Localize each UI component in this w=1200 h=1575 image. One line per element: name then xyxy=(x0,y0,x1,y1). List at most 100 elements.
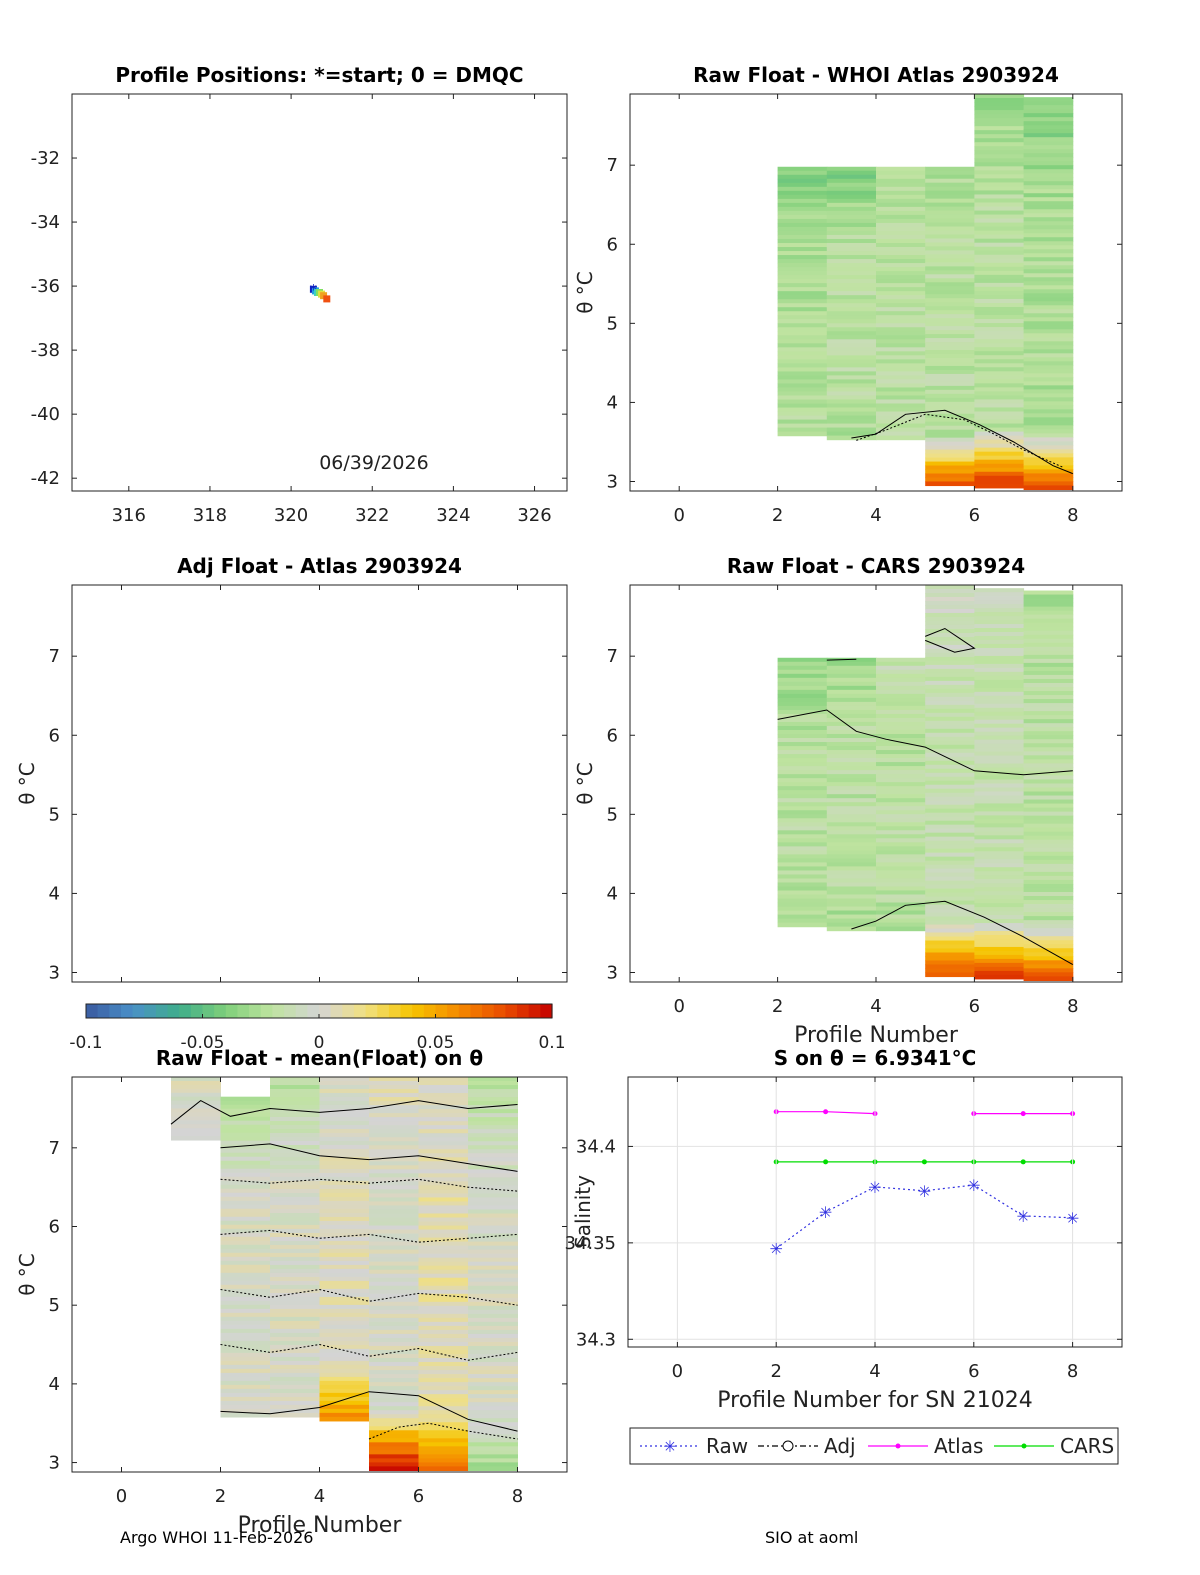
raw-cars-cell xyxy=(1023,924,1074,929)
raw-whoi-cell xyxy=(974,270,1025,276)
raw-cars-cell xyxy=(1023,839,1074,845)
raw-mean-cell xyxy=(369,1097,419,1102)
raw-cars-cell xyxy=(1023,940,1074,945)
raw-whoi-cell xyxy=(925,473,975,479)
raw-cars-cell xyxy=(925,816,975,822)
raw-whoi-cell xyxy=(974,447,1025,453)
raw-whoi-cell xyxy=(974,407,1025,413)
raw-cars-cell xyxy=(974,616,1025,621)
raw-mean-cell xyxy=(270,1200,320,1206)
positions-xtick-label: 324 xyxy=(436,505,470,526)
raw-mean-cell xyxy=(468,1321,518,1327)
raw-mean-cell xyxy=(319,1376,370,1382)
raw-mean-cell xyxy=(468,1301,518,1307)
raw-cars-cell xyxy=(974,647,1025,653)
raw-cars-cell xyxy=(1023,807,1074,813)
raw-whoi-cell xyxy=(1023,161,1074,166)
raw-mean-cell xyxy=(468,1370,518,1375)
raw-whoi-cell xyxy=(876,222,926,228)
raw-mean-cell xyxy=(270,1128,320,1134)
raw-whoi-cell xyxy=(1023,413,1074,418)
raw-whoi-cell xyxy=(777,375,828,381)
raw-whoi-cell xyxy=(974,379,1025,384)
raw-whoi-cell xyxy=(1023,337,1074,342)
raw-mean-cell xyxy=(270,1080,320,1086)
raw-whoi-cell xyxy=(974,282,1025,288)
raw-cars-cell xyxy=(925,868,975,874)
raw-cars-cell xyxy=(777,661,828,667)
raw-cars-cell xyxy=(1023,904,1074,909)
raw-mean-cell xyxy=(468,1257,518,1263)
raw-mean-cell xyxy=(270,1252,320,1258)
raw-cars-cell xyxy=(876,830,926,835)
raw-whoi-cell xyxy=(1023,325,1074,330)
raw-mean-cell xyxy=(220,1300,271,1306)
colorbar-segment xyxy=(505,1004,518,1018)
raw-whoi-cell xyxy=(925,477,975,483)
raw-whoi-cell xyxy=(974,178,1025,184)
raw-cars-cell xyxy=(925,648,975,654)
raw-whoi-cell xyxy=(876,379,926,385)
raw-cars-cell xyxy=(974,715,1025,721)
raw-mean-cell xyxy=(319,1320,370,1326)
raw-whoi-cell xyxy=(777,415,828,421)
raw-mean-cell xyxy=(468,1362,518,1367)
raw-cars-cell xyxy=(876,858,926,863)
raw-mean-cell xyxy=(418,1321,469,1327)
raw-mean-cell xyxy=(369,1117,419,1122)
raw-whoi-cell xyxy=(925,254,975,259)
raw-mean-cell xyxy=(319,1180,370,1186)
raw-cars-cell xyxy=(925,928,975,934)
raw-mean-cell xyxy=(369,1225,419,1231)
raw-mean-cell xyxy=(270,1288,320,1294)
raw-mean-xtick-label: 6 xyxy=(413,1486,424,1507)
raw-mean-cell xyxy=(418,1153,469,1158)
raw-mean-cell xyxy=(369,1333,419,1339)
raw-cars-cell xyxy=(1023,811,1074,817)
raw-whoi-cell xyxy=(974,327,1025,332)
raw-mean-cell xyxy=(171,1080,221,1086)
raw-mean-cell xyxy=(418,1285,469,1291)
raw-cars-cell xyxy=(974,651,1025,657)
raw-cars-cell xyxy=(777,697,828,703)
raw-cars-cell xyxy=(826,890,877,896)
raw-whoi-cell xyxy=(1023,133,1074,138)
raw-mean-cell xyxy=(369,1177,419,1182)
raw-mean-cell xyxy=(468,1325,518,1331)
raw-cars-cell xyxy=(777,657,828,663)
raw-mean-cell xyxy=(220,1412,271,1418)
raw-cars-cell xyxy=(876,782,926,787)
raw-cars-cell xyxy=(777,814,828,819)
raw-cars-cell xyxy=(777,894,828,900)
raw-whoi-cell xyxy=(777,351,828,356)
raw-cars-cell xyxy=(1023,670,1074,676)
raw-cars-cell xyxy=(925,680,975,686)
raw-mean-cell xyxy=(270,1180,320,1186)
raw-cars-cell xyxy=(826,661,877,667)
raw-whoi-cell xyxy=(826,198,877,204)
raw-mean-cell xyxy=(468,1253,518,1259)
raw-cars-cell xyxy=(925,792,975,798)
raw-whoi-cell xyxy=(974,234,1025,240)
raw-mean-cell xyxy=(369,1370,419,1375)
raw-whoi-cell xyxy=(826,194,877,200)
adj-atlas-axes-box xyxy=(71,584,568,983)
raw-cars-cell xyxy=(1023,803,1074,809)
raw-mean-cell xyxy=(220,1204,271,1210)
raw-cars-cell xyxy=(974,823,1025,828)
colorbar-segment xyxy=(412,1004,425,1018)
raw-cars-cell xyxy=(974,915,1025,920)
raw-mean-cell xyxy=(270,1124,320,1130)
raw-cars-cell xyxy=(974,755,1025,761)
raw-mean-cell xyxy=(270,1304,320,1310)
raw-mean-cell xyxy=(270,1148,320,1154)
salinity-point-raw: ✳ xyxy=(819,1203,832,1222)
raw-whoi-cell xyxy=(1023,465,1074,471)
raw-mean-cell xyxy=(369,1466,419,1472)
raw-mean-cell xyxy=(319,1136,370,1142)
raw-whoi-cell xyxy=(925,361,975,367)
raw-whoi-cell xyxy=(1023,181,1074,186)
raw-cars-cell xyxy=(1023,610,1074,616)
raw-cars-cell xyxy=(925,844,975,850)
raw-mean-cell xyxy=(468,1117,518,1122)
